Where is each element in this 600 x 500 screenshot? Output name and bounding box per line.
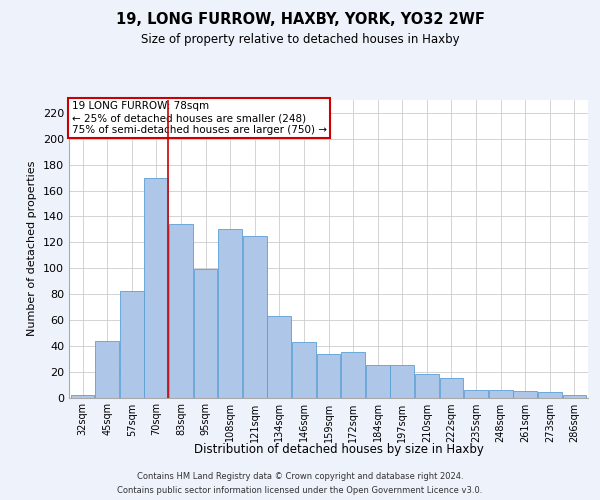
Bar xyxy=(415,374,439,398)
Text: Contains HM Land Registry data © Crown copyright and database right 2024.: Contains HM Land Registry data © Crown c… xyxy=(137,472,463,481)
Bar xyxy=(292,342,316,398)
Text: Size of property relative to detached houses in Haxby: Size of property relative to detached ho… xyxy=(140,32,460,46)
Y-axis label: Number of detached properties: Number of detached properties xyxy=(28,161,37,336)
Bar xyxy=(194,270,217,398)
Text: 19, LONG FURROW, HAXBY, YORK, YO32 2WF: 19, LONG FURROW, HAXBY, YORK, YO32 2WF xyxy=(116,12,484,28)
Text: Contains public sector information licensed under the Open Government Licence v3: Contains public sector information licen… xyxy=(118,486,482,495)
Bar xyxy=(317,354,340,398)
Bar xyxy=(538,392,562,398)
Bar xyxy=(563,395,586,398)
Bar xyxy=(268,316,291,398)
Bar xyxy=(440,378,463,398)
Text: Distribution of detached houses by size in Haxby: Distribution of detached houses by size … xyxy=(194,442,484,456)
Bar xyxy=(169,224,193,398)
Bar xyxy=(95,340,119,398)
Bar xyxy=(145,178,168,398)
Bar xyxy=(391,365,414,398)
Bar xyxy=(464,390,488,398)
Bar xyxy=(489,390,512,398)
Bar xyxy=(514,391,537,398)
Bar xyxy=(71,395,94,398)
Bar xyxy=(218,230,242,398)
Text: 19 LONG FURROW: 78sqm
← 25% of detached houses are smaller (248)
75% of semi-det: 19 LONG FURROW: 78sqm ← 25% of detached … xyxy=(71,102,326,134)
Bar xyxy=(120,292,143,398)
Bar xyxy=(341,352,365,398)
Bar xyxy=(366,365,389,398)
Bar xyxy=(243,236,266,398)
